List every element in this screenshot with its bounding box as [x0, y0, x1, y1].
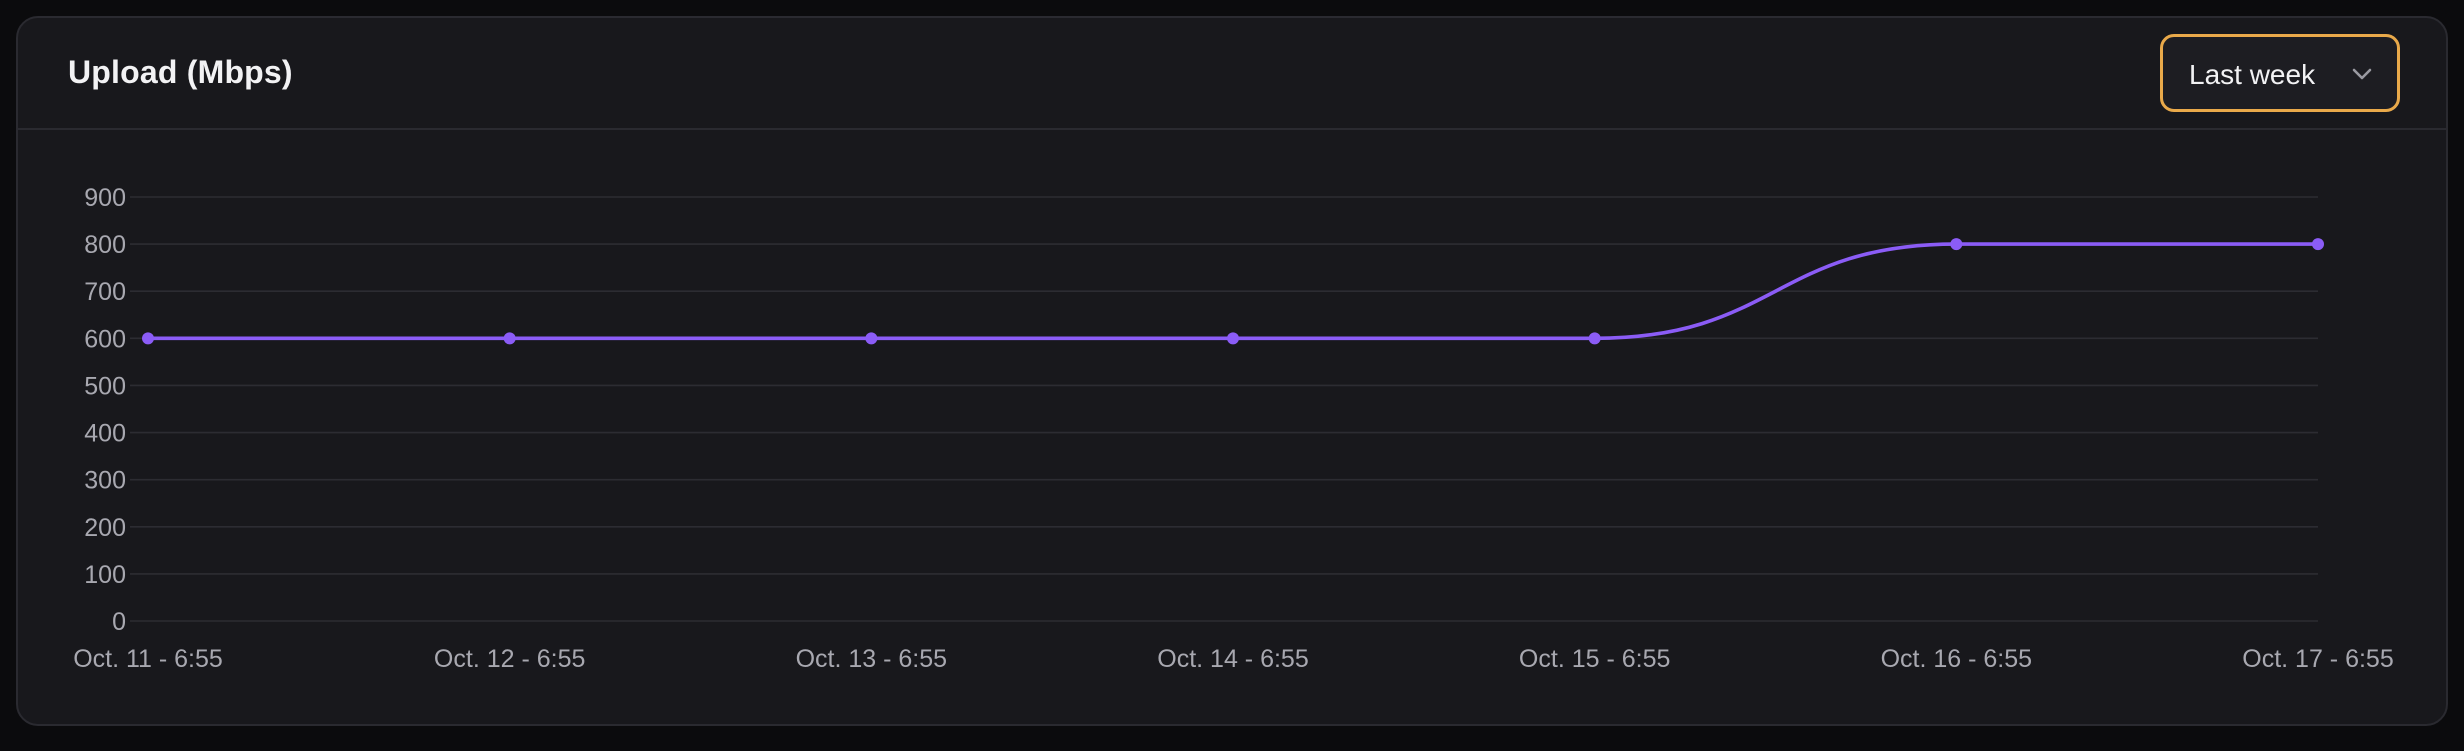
data-point[interactable] — [503, 332, 516, 345]
time-range-selected-label: Last week — [2189, 59, 2316, 90]
data-point[interactable] — [1227, 332, 1239, 345]
y-tick-label: 500 — [84, 372, 126, 400]
data-point[interactable] — [2312, 238, 2324, 251]
y-tick-label: 700 — [84, 278, 126, 306]
x-axis-ticks: Oct. 11 - 6:55 Oct. 12 - 6:55 Oct. 13 - 6:… — [73, 645, 2394, 673]
x-tick-label: Oct. 14 - 6:55 — [1157, 645, 1308, 673]
card-header: Upload (Mbps) Last week — [18, 18, 2446, 130]
y-tick-label: 300 — [84, 467, 126, 495]
y-tick-label: 100 — [84, 561, 126, 589]
chevron-down-icon — [2349, 61, 2375, 87]
chart-title: Upload (Mbps) — [68, 54, 293, 90]
y-tick-label: 0 — [112, 608, 126, 636]
x-tick-label: Oct. 12 - 6:55 — [434, 645, 585, 673]
x-tick-label: Oct. 11 - 6:55 — [73, 645, 223, 673]
grid-lines — [130, 196, 2318, 622]
y-tick-label: 800 — [84, 231, 126, 259]
x-tick-label: Oct. 17 - 6:55 — [2242, 645, 2393, 673]
y-tick-label: 400 — [84, 420, 126, 448]
data-point[interactable] — [142, 332, 154, 345]
data-point[interactable] — [1950, 238, 1963, 251]
y-tick-label: 200 — [84, 514, 126, 542]
time-range-select[interactable]: Last week — [2160, 34, 2400, 112]
y-tick-label: 900 — [84, 184, 126, 212]
y-tick-label: 600 — [84, 325, 126, 353]
x-tick-label: Oct. 16 - 6:55 — [1881, 645, 2032, 673]
data-point[interactable] — [865, 332, 878, 345]
x-tick-label: Oct. 13 - 6:55 — [796, 645, 947, 673]
data-point[interactable] — [1588, 332, 1601, 345]
y-axis-ticks: 0 100 200 300 400 500 600 700 800 900 — [84, 184, 126, 636]
series-layer — [142, 238, 2324, 345]
x-tick-label: Oct. 15 - 6:55 — [1519, 645, 1670, 673]
upload-chart-card: Upload (Mbps) Last week — [16, 16, 2448, 726]
